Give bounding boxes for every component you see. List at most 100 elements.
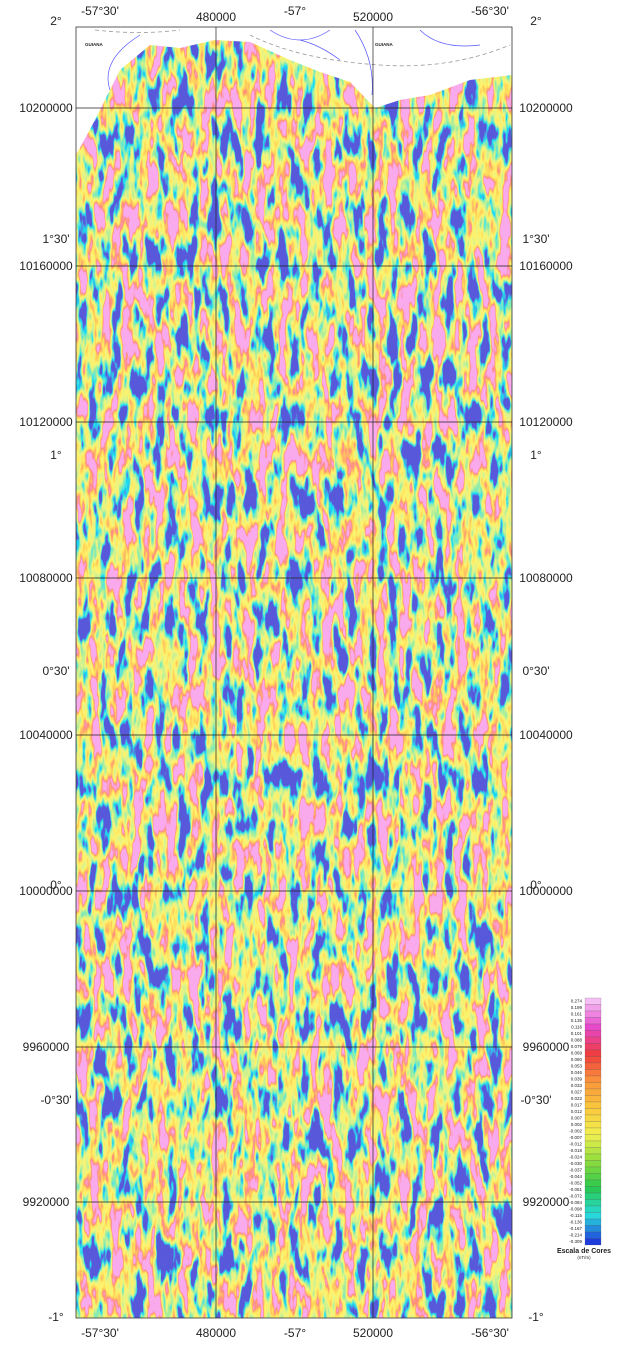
legend-label: 0.079 [571, 1044, 583, 1049]
longitude-label: -57° [284, 1326, 306, 1340]
legend-swatch [585, 1037, 601, 1044]
map-area [76, 27, 512, 1318]
northing-label: 10040000 [519, 728, 573, 742]
legend-swatch [585, 1180, 601, 1187]
legend-swatch [585, 1050, 601, 1057]
legend-label: -0.002 [569, 1128, 582, 1133]
northing-label: 10000000 [519, 884, 573, 898]
legend-swatch [585, 1141, 601, 1148]
legend-swatch [585, 1031, 601, 1038]
magnetic-texture [76, 27, 512, 1318]
longitude-label: -56°30' [471, 1326, 509, 1340]
legend-swatch [585, 1193, 601, 1200]
legend-label: 0.007 [571, 1115, 583, 1120]
latitude-label: -0°30' [520, 1093, 551, 1107]
legend-label: 0.039 [571, 1076, 583, 1081]
legend-label: 0.161 [571, 1011, 583, 1016]
legend-label: 0.012 [571, 1109, 583, 1114]
legend-label: -0.012 [569, 1141, 582, 1146]
easting-label: 480000 [196, 1326, 236, 1340]
legend-label: 0.046 [571, 1070, 583, 1075]
legend-swatch [585, 1070, 601, 1077]
legend-label: 0.002 [571, 1122, 583, 1127]
legend-swatch [585, 1096, 601, 1103]
legend-unit: (nT/m) [577, 1255, 591, 1260]
legend-swatch [585, 1044, 601, 1051]
northing-label: 10120000 [519, 415, 573, 429]
latitude-label: -1° [48, 1310, 64, 1324]
legend-label: -0.136 [569, 1219, 582, 1224]
legend-swatch [585, 1005, 601, 1012]
legend-label: 0.116 [571, 1024, 582, 1029]
northing-label: 10040000 [19, 728, 73, 742]
legend-label: -0.115 [570, 1213, 583, 1218]
legend-swatch [585, 1187, 601, 1194]
legend-label: -0.018 [569, 1148, 582, 1153]
latitude-label: 1° [530, 448, 542, 462]
legend-label: 0.060 [571, 1057, 583, 1062]
legend-swatch [585, 1148, 601, 1155]
latitude-label: -1° [528, 1310, 544, 1324]
legend-label: 0.022 [571, 1096, 583, 1101]
legend-swatch [585, 1213, 601, 1220]
legend-title: Escala de Cores [557, 1248, 611, 1255]
legend-label: -0.044 [569, 1174, 582, 1179]
legend-label: 0.135 [571, 1018, 583, 1023]
legend-swatch [585, 1206, 601, 1213]
latitude-label: 0° [50, 878, 62, 892]
legend-label: 0.101 [571, 1031, 583, 1036]
legend-swatch [585, 1109, 601, 1116]
northing-label: 9960000 [523, 1040, 570, 1054]
legend-label: -0.024 [569, 1154, 582, 1159]
legend-label: 0.069 [571, 1050, 583, 1055]
legend-swatch [585, 1102, 601, 1109]
longitude-label: -57°30' [81, 1326, 119, 1340]
legend-swatch [585, 1057, 601, 1064]
legend-swatch [585, 998, 601, 1005]
northing-label: 10080000 [19, 571, 73, 585]
map-page: -57°30'-57°30'-57°-57°-56°30'-56°30'4800… [0, 0, 621, 1346]
legend-label: 0.017 [571, 1102, 583, 1107]
legend-label: -0.052 [569, 1180, 582, 1185]
northing-label: 10200000 [519, 101, 573, 115]
place-label: GUIANA [375, 42, 393, 47]
northing-label: 9920000 [523, 1195, 570, 1209]
legend-swatch [585, 1135, 601, 1142]
legend-swatch [585, 1167, 601, 1174]
legend-swatch [585, 1174, 601, 1181]
northing-label: 9920000 [23, 1195, 70, 1209]
legend-label: -0.037 [569, 1167, 582, 1172]
legend-label: -0.072 [569, 1193, 582, 1198]
northing-label: 10200000 [19, 101, 73, 115]
legend-label: -0.214 [569, 1232, 582, 1237]
legend-label: 0.027 [571, 1089, 583, 1094]
legend-swatch [585, 1076, 601, 1083]
legend-swatch [585, 1024, 601, 1031]
legend-swatch [585, 1154, 601, 1161]
northing-label: 10080000 [519, 571, 573, 585]
northing-label: 10000000 [19, 884, 73, 898]
longitude-label: -57° [284, 4, 306, 18]
latitude-label: 1°30' [522, 232, 549, 246]
legend-swatch [585, 1089, 601, 1096]
legend-label: 0.199 [571, 1005, 583, 1010]
legend-label: 0.053 [571, 1063, 583, 1068]
legend-label: -0.030 [569, 1161, 582, 1166]
legend-swatch [585, 1083, 601, 1090]
legend-label: 0.274 [571, 998, 583, 1003]
legend-swatch [585, 1063, 601, 1070]
northing-label: 10160000 [19, 259, 73, 273]
longitude-label: -57°30' [81, 4, 119, 18]
legend-label: -0.098 [569, 1206, 582, 1211]
legend-swatch [585, 1122, 601, 1129]
easting-label: 480000 [196, 10, 236, 24]
latitude-label: 2° [50, 14, 62, 28]
easting-label: 520000 [353, 10, 393, 24]
legend-label: -0.167 [569, 1226, 582, 1231]
legend-swatch [585, 1115, 601, 1122]
latitude-label: 0°30' [42, 664, 69, 678]
legend-label: 0.088 [571, 1037, 583, 1042]
latitude-label: 2° [530, 14, 542, 28]
legend-swatch [585, 1200, 601, 1207]
